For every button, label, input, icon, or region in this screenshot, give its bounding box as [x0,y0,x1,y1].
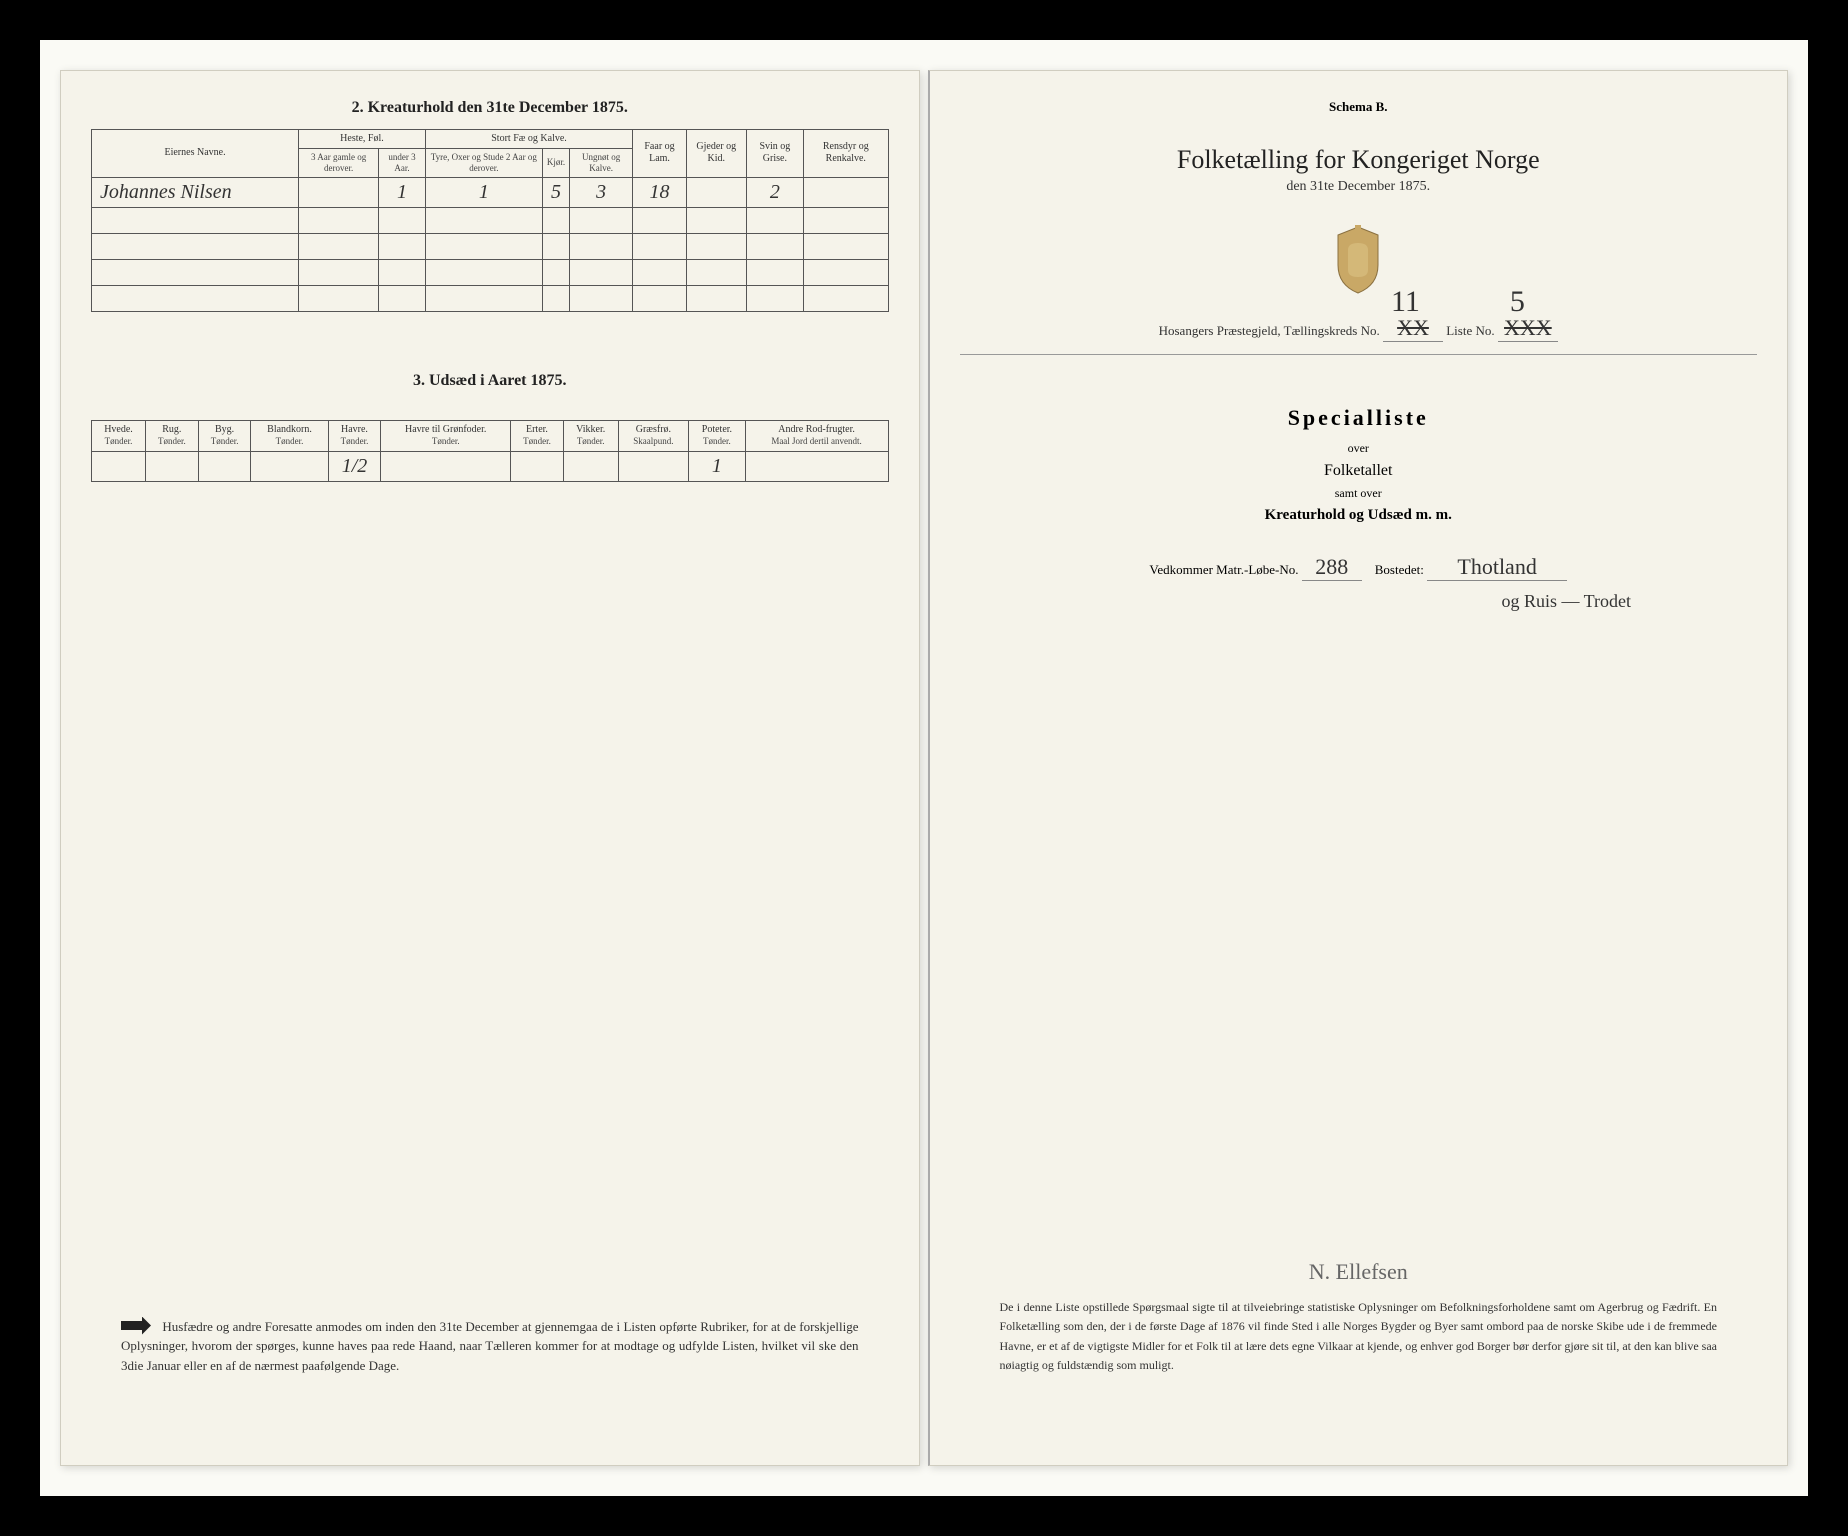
bosted-line2: og Ruis — Trodet [960,591,1758,612]
cell-horses-old [299,177,379,207]
cell-barley [198,451,251,481]
schema-label: Schema B. [960,99,1758,115]
kreatur-line: Kreaturhold og Udsæd m. m. [960,507,1758,524]
cell-horses-young: 1 [379,177,426,207]
section2-title: 2. Kreaturhold den 31te December 1875. [91,99,889,117]
table-row [92,285,889,311]
bosted-name2: og Ruis — Trodet [1495,591,1637,612]
cell-cattle-cows: 5 [542,177,569,207]
matr-line: Vedkommer Matr.-Løbe-No. 288 Bostedet: T… [960,554,1758,581]
livestock-table: Eiernes Navne. Heste, Føl. Stort Fæ og K… [91,129,889,312]
left-page: 2. Kreaturhold den 31te December 1875. E… [60,70,920,1466]
footer-text: Husfædre og andre Foresatte anmodes om i… [121,1319,859,1373]
cell-rye [145,451,198,481]
main-title: Folketælling for Kongeriget Norge [960,145,1758,175]
col-cattle-bulls: Tyre, Oxer og Stude 2 Aar og derover. [425,149,542,178]
pointing-hand-icon [121,1317,151,1335]
kreds-val-top: 11 [1391,285,1420,319]
parish-name: Hosangers Præstegjeld, [1159,323,1281,338]
cell-pigs: 2 [746,177,803,207]
cell-reindeer [804,177,888,207]
table-row [92,207,889,233]
table-row: Johannes Nilsen 1 1 5 3 18 2 [92,177,889,207]
section3-title: 3. Udsæd i Aaret 1875. [91,372,889,390]
cell-cattle-bulls: 1 [425,177,542,207]
samt-over-label: samt over [960,486,1758,501]
col-oats: Havre.Tønder. [328,420,381,451]
bosted-label: Bostedet: [1375,562,1424,577]
kreds-val: XX [1383,315,1443,342]
table-row [92,259,889,285]
table-row: 1/2 1 [92,451,889,481]
col-oats-fodder: Havre til Grønfoder.Tønder. [381,420,511,451]
left-footer-note: Husfædre og andre Foresatte anmodes om i… [121,1317,859,1376]
col-horses-group: Heste, Føl. [299,130,426,149]
col-grass: Græsfrø.Skaalpund. [618,420,689,451]
cell-goats [686,177,746,207]
col-sheep: Faar og Lam. [633,130,687,178]
cell-wheat [92,451,146,481]
col-horses-old: 3 Aar gamle og derover. [299,149,379,178]
right-footer-note: De i denne Liste opstillede Spørgsmaal s… [1000,1298,1718,1375]
document-scan: 2. Kreaturhold den 31te December 1875. E… [40,40,1808,1496]
seed-table: Hvede.Tønder. Rug.Tønder. Byg.Tønder. Bl… [91,420,889,482]
bosted-name: Thotland [1427,554,1567,581]
col-cattle-cows: Kjør. [542,149,569,178]
col-owner: Eiernes Navne. [92,130,299,178]
specialliste-heading: Specialliste [960,405,1758,431]
over-label: over [960,441,1758,456]
cell-mixed [251,451,328,481]
liste-label: Liste No. [1446,323,1494,338]
cell-oats-fodder [381,451,511,481]
kreds-label: Tællingskreds No. [1284,323,1380,338]
parish-line: Hosangers Præstegjeld, Tællingskreds No.… [960,315,1758,355]
cell-cattle-young: 3 [570,177,633,207]
col-wheat: Hvede.Tønder. [92,420,146,451]
col-reindeer: Rensdyr og Renkalve. [804,130,888,178]
table-row [92,233,889,259]
liste-val: XXX [1498,315,1558,342]
col-roots: Andre Rod-frugter.Maal Jord dertil anven… [745,420,888,451]
cell-vetches [563,451,618,481]
col-pigs: Svin og Grise. [746,130,803,178]
col-peas: Erter.Tønder. [511,420,564,451]
col-mixed: Blandkorn.Tønder. [251,420,328,451]
cell-grass [618,451,689,481]
cell-owner: Johannes Nilsen [92,177,299,207]
col-cattle-group: Stort Fæ og Kalve. [425,130,632,149]
cell-sheep: 18 [633,177,687,207]
liste-val-top: 5 [1510,285,1525,319]
matr-no: 288 [1302,554,1362,581]
cell-roots [745,451,888,481]
col-rye: Rug.Tønder. [145,420,198,451]
col-cattle-young: Ungnøt og Kalve. [570,149,633,178]
col-goats: Gjeder og Kid. [686,130,746,178]
col-horses-young: under 3 Aar. [379,149,426,178]
col-potatoes: Poteter.Tønder. [689,420,745,451]
signature: N. Ellefsen [1309,1259,1408,1285]
col-barley: Byg.Tønder. [198,420,251,451]
cell-peas [511,451,564,481]
sub-title: den 31te December 1875. [960,179,1758,195]
cell-potatoes: 1 [689,451,745,481]
coat-of-arms-icon [1328,225,1388,295]
cell-oats: 1/2 [328,451,381,481]
matr-label: Vedkommer Matr.-Løbe-No. [1149,562,1298,577]
col-vetches: Vikker.Tønder. [563,420,618,451]
right-page: Schema B. Folketælling for Kongeriget No… [928,70,1789,1466]
folketallet-label: Folketallet [960,462,1758,480]
